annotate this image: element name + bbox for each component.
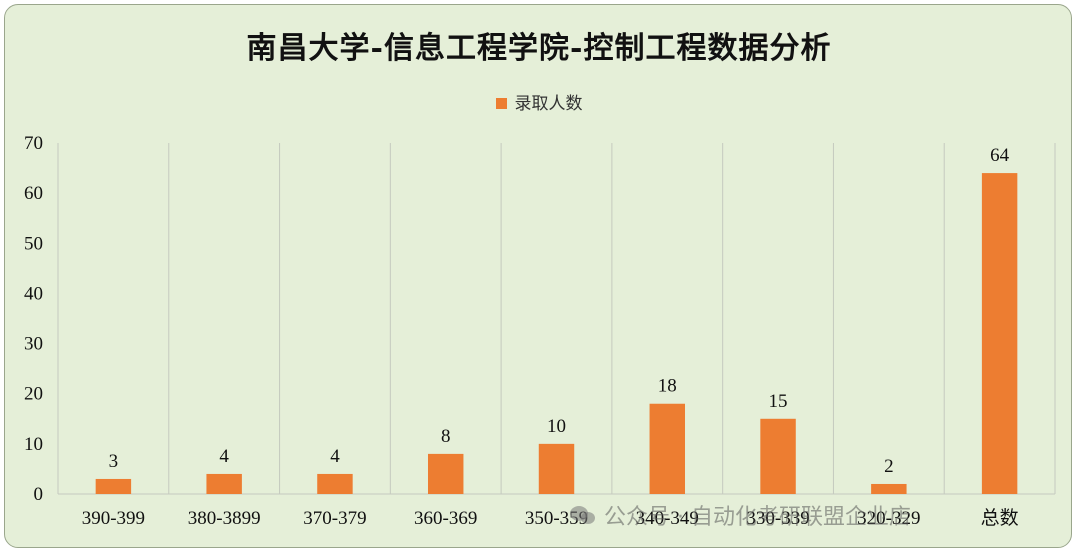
x-tick-label: 340-349 (636, 508, 699, 529)
wechat-icon (570, 504, 596, 526)
x-tick-label: 320-329 (857, 508, 920, 529)
legend-swatch (495, 98, 507, 109)
watermark-text: 公众号 · 自动化考研联盟企业店 (604, 505, 911, 530)
data-label: 4 (330, 446, 340, 467)
y-tick-label: 40 (24, 283, 43, 304)
y-tick-label: 60 (24, 183, 43, 204)
chart-frame: 南昌大学-信息工程学院-控制工程数据分析 录取人数 0 10 20 30 40 50 60 7… (4, 4, 1072, 548)
data-label: 15 (769, 391, 788, 412)
data-label: 2 (884, 456, 894, 477)
x-tick-label: 360-369 (414, 508, 477, 529)
legend-label: 录取人数 (514, 94, 583, 114)
x-tick-label: 总数 (981, 507, 1019, 529)
x-tick-label: 330-339 (746, 508, 809, 529)
data-label: 8 (441, 426, 451, 447)
bar (317, 473, 353, 494)
y-tick-label: 10 (24, 434, 43, 455)
x-tick-label: 390-399 (82, 508, 145, 529)
y-tick-label: 50 (24, 233, 43, 254)
chart-title: 南昌大学-信息工程学院-控制工程数据分析 (246, 31, 832, 66)
data-label: 10 (547, 416, 566, 437)
bar (981, 173, 1018, 495)
data-label: 4 (219, 446, 229, 467)
bar (427, 453, 464, 494)
bar (206, 473, 242, 494)
bar-chart: 0 10 20 30 40 50 60 70 3 390-399 4 380-3899 4 370-379… (24, 133, 1056, 529)
bar (538, 443, 575, 494)
y-tick-label: 30 (24, 334, 43, 355)
data-label: 3 (109, 451, 119, 472)
y-tick-label: 70 (24, 133, 43, 154)
chart-legend: 录取人数 (5, 89, 1071, 114)
bar (649, 403, 686, 494)
x-tick-label: 380-3899 (188, 508, 261, 529)
y-tick-label: 0 (34, 484, 44, 505)
bar (95, 478, 132, 494)
data-label: 64 (990, 145, 1010, 166)
bar (871, 483, 907, 494)
data-label: 18 (658, 376, 677, 397)
y-tick-label: 20 (24, 384, 43, 405)
x-tick-label: 370-379 (303, 508, 366, 529)
watermark: 公众号 · 自动化考研联盟企业店 (570, 499, 911, 531)
bar (760, 418, 796, 494)
